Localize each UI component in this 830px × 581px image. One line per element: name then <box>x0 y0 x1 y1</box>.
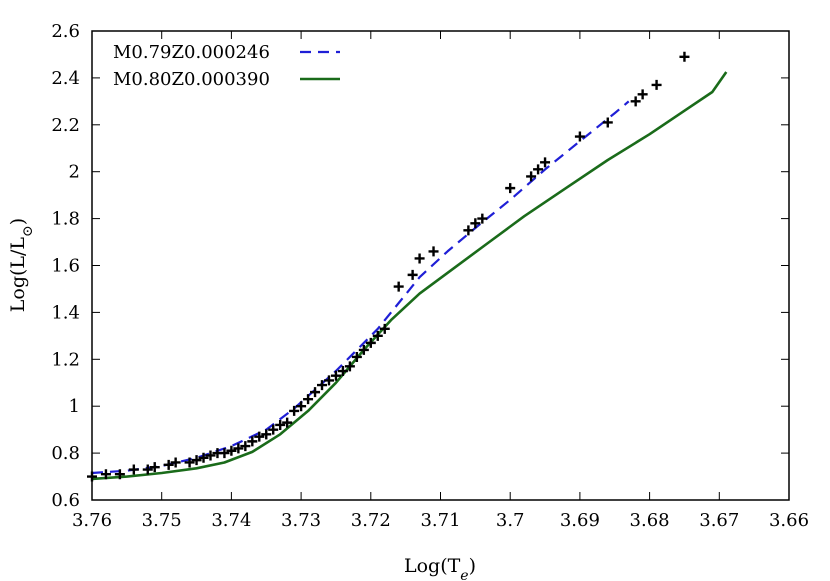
y-tick-label: 0.8 <box>51 443 80 464</box>
observed-star-marker <box>226 445 237 456</box>
observed-star-marker <box>219 448 230 459</box>
observed-star-marker <box>142 464 153 475</box>
x-tick-label: 3.71 <box>420 510 460 531</box>
observed-star-marker <box>358 344 369 355</box>
observed-star-marker <box>344 361 355 372</box>
observed-star-marker <box>679 51 690 62</box>
observed-star-marker <box>282 417 293 428</box>
observed-star-marker <box>393 281 404 292</box>
observed-star-marker <box>372 330 383 341</box>
observed-star-marker <box>261 429 272 440</box>
x-tick-label: 3.69 <box>560 510 600 531</box>
legend: M0.79Z0.000246 M0.80Z0.000390 <box>113 42 340 90</box>
observed-star-marker <box>379 323 390 334</box>
observed-star-marker <box>428 246 439 257</box>
observed-star-marker <box>170 457 181 468</box>
model-track-1 <box>91 100 630 475</box>
observed-star-marker <box>198 452 209 463</box>
observed-star-marker <box>191 455 202 466</box>
observed-star-marker <box>574 131 585 142</box>
observed-star-marker <box>205 450 216 461</box>
observed-star-marker <box>407 269 418 280</box>
observed-star-marker <box>323 375 334 386</box>
x-tick-label: 3.76 <box>72 510 112 531</box>
observed-star-marker <box>337 366 348 377</box>
y-tick-label: 2.2 <box>51 115 80 136</box>
y-tick-label: 1 <box>69 396 80 417</box>
series-layer <box>87 51 728 482</box>
x-tick-label: 3.73 <box>281 510 321 531</box>
observed-star-marker <box>526 171 537 182</box>
observed-star-marker <box>163 459 174 470</box>
observed-star-marker <box>463 225 474 236</box>
observed-star-marker <box>470 218 481 229</box>
observed-star-marker <box>275 419 286 430</box>
observed-star-marker <box>477 213 488 224</box>
y-tick-label: 1.4 <box>51 302 80 323</box>
observed-star-marker <box>303 394 314 405</box>
observed-star-marker <box>184 457 195 468</box>
observed-star-marker <box>651 79 662 90</box>
x-tick-label: 3.68 <box>630 510 670 531</box>
observed-star-marker <box>268 424 279 435</box>
y-tick-label: 1.6 <box>51 256 80 277</box>
x-tick-label: 3.74 <box>211 510 251 531</box>
observed-star-marker <box>351 351 362 362</box>
legend-label: M0.80Z0.000390 <box>113 69 270 90</box>
legend-label: M0.79Z0.000246 <box>113 42 270 63</box>
observed-star-marker <box>330 370 341 381</box>
observed-star-marker <box>100 469 111 480</box>
plot-frame <box>91 30 790 501</box>
observed-star-marker <box>533 164 544 175</box>
model-track-2 <box>91 71 728 481</box>
observed-star-marker <box>254 431 265 442</box>
x-tick-label: 3.67 <box>699 510 739 531</box>
y-tick-label: 0.6 <box>51 490 80 511</box>
observed-star-marker <box>630 96 641 107</box>
x-tick-label: 3.75 <box>142 510 182 531</box>
observed-star-marker <box>310 387 321 398</box>
x-tick-label: 3.72 <box>351 510 391 531</box>
observed-star-marker <box>114 469 125 480</box>
y-tick-label: 1.8 <box>51 209 80 230</box>
observed-star-marker <box>602 117 613 128</box>
observed-star-marker <box>540 157 551 168</box>
y-tick-label: 2 <box>69 162 80 183</box>
observed-star-marker <box>149 462 160 473</box>
observed-star-marker <box>289 405 300 416</box>
observed-star-marker <box>233 443 244 454</box>
y-tick-label: 2.4 <box>51 68 80 89</box>
y-tick-label: 1.2 <box>51 349 80 370</box>
observed-star-marker <box>240 441 251 452</box>
y-tick-label: 2.6 <box>51 21 80 42</box>
ticks-layer: 3.76 3.75 3.74 3.73 3.72 3.71 3.7 3.69 3.68 3.67 3… <box>51 21 809 531</box>
x-tick-label: 3.7 <box>496 510 525 531</box>
observed-star-marker <box>414 253 425 264</box>
observed-star-marker <box>247 436 258 447</box>
observed-star-marker <box>296 401 307 412</box>
observed-star-marker <box>637 89 648 100</box>
x-tick-label: 3.66 <box>769 510 809 531</box>
observed-star-marker <box>317 380 328 391</box>
observed-star-marker <box>505 183 516 194</box>
observed-star-marker <box>365 337 376 348</box>
observed-star-marker <box>128 464 139 475</box>
